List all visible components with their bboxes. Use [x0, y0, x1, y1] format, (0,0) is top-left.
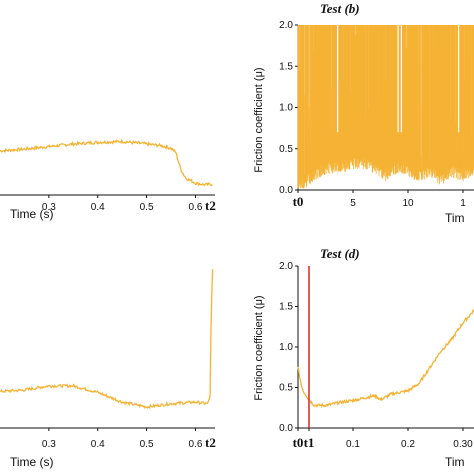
y-tick-label-3-4: 2.0: [279, 261, 293, 272]
x-axis-label-top-left: Time (s): [10, 207, 54, 221]
series-oscillation-test-b: [297, 25, 474, 189]
x-tick-label-0-1: 0.4: [91, 202, 105, 213]
x-tick-label-2-2: 0.5: [140, 439, 154, 450]
panel-title-test-d: Test (d): [320, 246, 360, 261]
x-tick-label-3-4: 0.30: [453, 439, 473, 450]
x-tick-label-0-3: 0.6: [189, 202, 203, 213]
x-tick-label-0-2: 0.5: [140, 202, 154, 213]
y-tick-label-3-3: 1.5: [279, 302, 293, 313]
y-axis-label-top-right: Friction coefficient (μ): [253, 67, 265, 172]
y-tick-label-1-2: 1.0: [279, 103, 293, 114]
y-tick-label-3-2: 1.0: [279, 342, 293, 353]
x-tick-label-1-1: 5: [350, 198, 356, 209]
t2-marker-bottom-left: t2: [205, 435, 216, 450]
x-axis-label-bottom-left: Time (s): [10, 455, 54, 469]
series-line-bottom-right: [297, 308, 474, 408]
x-tick-label-1-2: 10: [402, 198, 414, 209]
y-tick-label-3-0: 0.0: [279, 423, 293, 434]
series-line-top-left: [0, 138, 213, 187]
y-tick-label-1-1: 0.5: [279, 144, 293, 155]
t2-marker-top-left: t2: [205, 198, 216, 213]
x-tick-label-3-3: 0.2: [401, 439, 415, 450]
y-tick-label-1-3: 1.5: [279, 61, 293, 72]
x-axis-label-bottom-right: Tim: [445, 455, 465, 469]
x-tick-label-2-0: 0.3: [42, 439, 56, 450]
x-tick-label-1-0: t0: [293, 194, 304, 209]
panel-top-left: Time (s) t2: [0, 194, 216, 221]
x-axis-label-top-right: Tim: [445, 211, 465, 225]
panel-title-test-b: Test (b): [320, 1, 360, 16]
x-tick-label-3-0: t0: [293, 435, 304, 450]
panel-bottom-left: Time (s) t2: [0, 427, 216, 469]
y-tick-label-1-0: 0.0: [279, 185, 293, 196]
y-tick-label-1-4: 2.0: [279, 20, 293, 31]
series-line-bottom-left: [0, 269, 214, 410]
x-tick-label-2-3: 0.6: [189, 439, 203, 450]
x-tick-label-2-1: 0.4: [91, 439, 105, 450]
x-tick-label-1-3: 1: [460, 198, 466, 209]
panel-bottom-right: Test (d) Friction coefficient (μ) Tim: [253, 246, 474, 469]
x-tick-label-3-1: t1: [304, 435, 315, 450]
x-tick-label-0-0: 0.3: [42, 202, 56, 213]
x-tick-label-3-2: 0.1: [346, 439, 360, 450]
y-axis-label-bottom-right: Friction coefficient (μ): [253, 295, 265, 400]
y-tick-label-3-1: 0.5: [279, 383, 293, 394]
